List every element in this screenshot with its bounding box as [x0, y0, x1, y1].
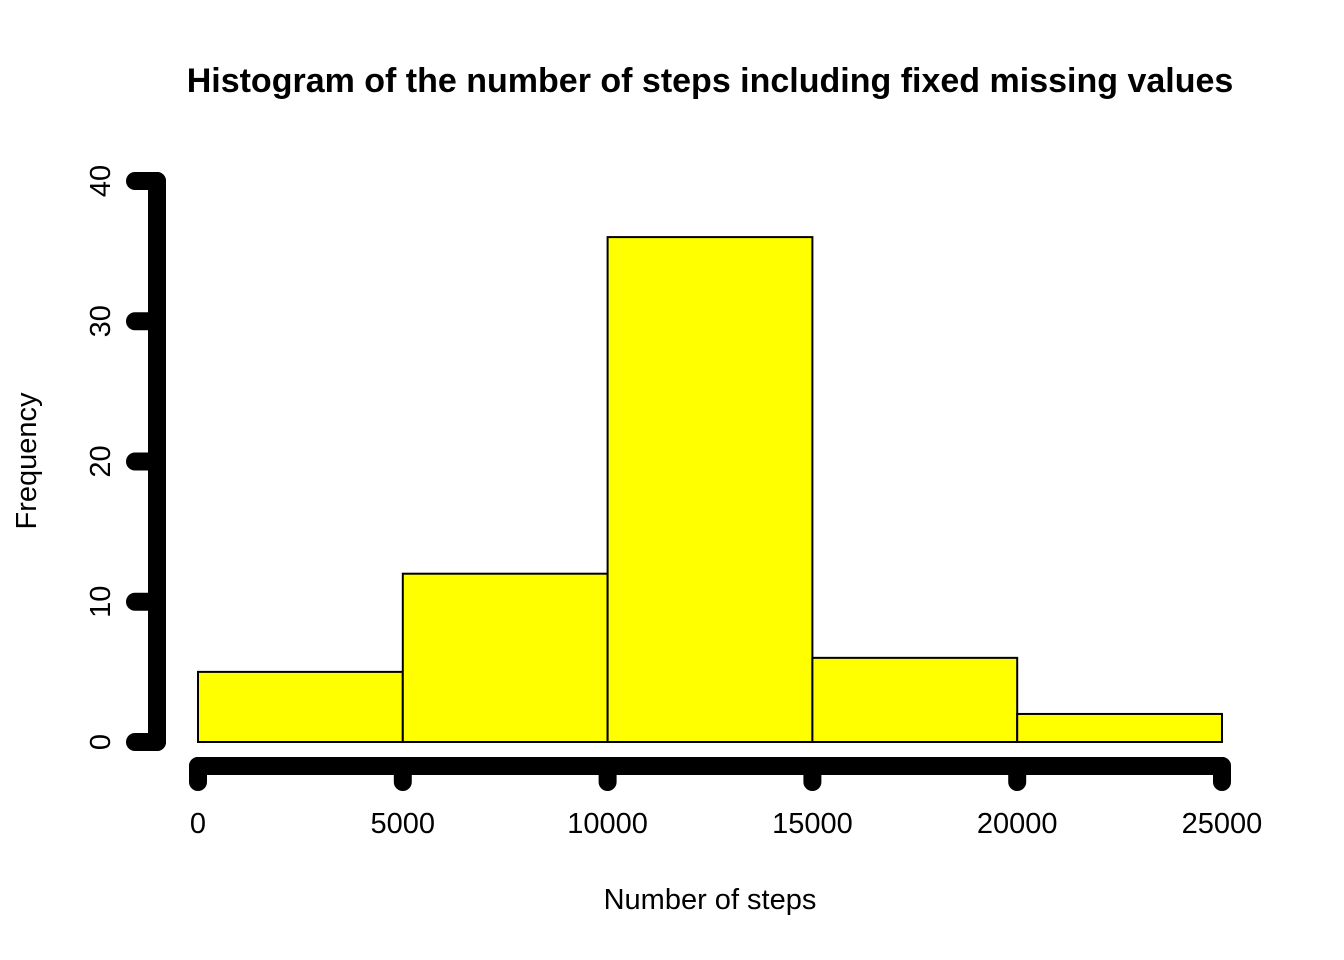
chart-title: Histogram of the number of steps includi…: [187, 62, 1234, 100]
x-axis: 0 5000 10000 15000 20000 25000: [189, 757, 1263, 840]
histogram-bar: [1016, 712, 1224, 744]
histogram-bar: [606, 236, 814, 743]
x-tick-label: 5000: [371, 808, 436, 840]
y-axis-label: Frequency: [11, 392, 43, 530]
y-tick-label: 0: [85, 734, 117, 750]
y-axis: 0 10 20 30 40: [85, 165, 166, 751]
x-axis-label: Number of steps: [604, 884, 817, 916]
x-tick-label: 25000: [1182, 808, 1263, 840]
histogram-bar: [401, 572, 609, 744]
y-tick-label: 40: [85, 165, 117, 197]
x-tick-label: 0: [190, 808, 206, 840]
y-tick-label: 30: [85, 305, 117, 337]
histogram-bar: [811, 656, 1019, 743]
bars-layer: [197, 236, 1224, 744]
x-tick-label: 20000: [977, 808, 1058, 840]
y-tick-label: 10: [85, 586, 117, 618]
x-tick-label: 10000: [567, 808, 648, 840]
x-tick-label: 15000: [772, 808, 853, 840]
y-tick-label: 20: [85, 445, 117, 477]
histogram-bar: [197, 670, 404, 743]
